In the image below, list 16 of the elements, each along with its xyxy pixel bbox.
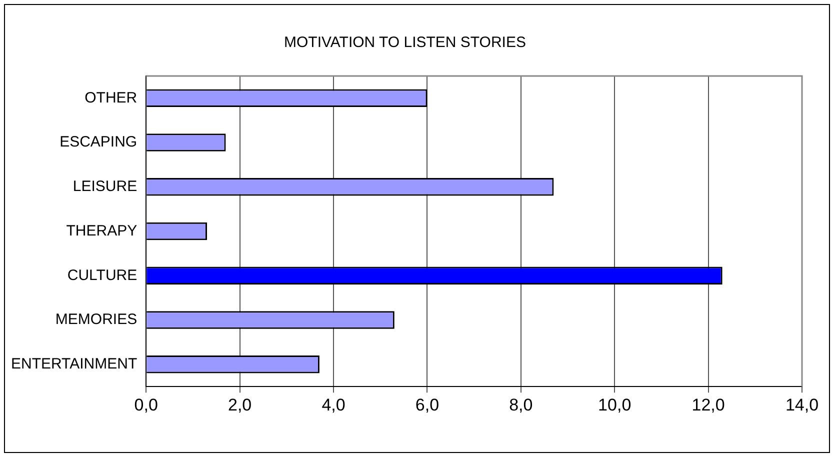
x-tick-label: 14,0: [785, 395, 819, 414]
chart-title: MOTIVATION TO LISTEN STORIES: [284, 34, 526, 52]
x-tick-label: 12,0: [692, 395, 725, 414]
x-tick-label: 10,0: [598, 395, 632, 414]
y-tick-label: LEISURE: [72, 178, 138, 196]
x-tick-label: 2,0: [228, 395, 252, 414]
y-tick-label: ESCAPING: [60, 134, 138, 151]
x-tick-label: 6,0: [415, 395, 440, 414]
y-tick-label: OTHER: [84, 89, 138, 106]
y-tick-label: CULTURE: [67, 266, 138, 284]
x-tick-label: 8,0: [509, 395, 533, 414]
x-tick-label: 4,0: [322, 395, 346, 414]
y-tick-label: THERAPY: [66, 222, 138, 240]
x-tick-label: 0,0: [134, 395, 158, 414]
y-tick-label: MEMORIES: [55, 311, 138, 328]
y-tick-label: ENTERTAINMENT: [10, 356, 138, 373]
